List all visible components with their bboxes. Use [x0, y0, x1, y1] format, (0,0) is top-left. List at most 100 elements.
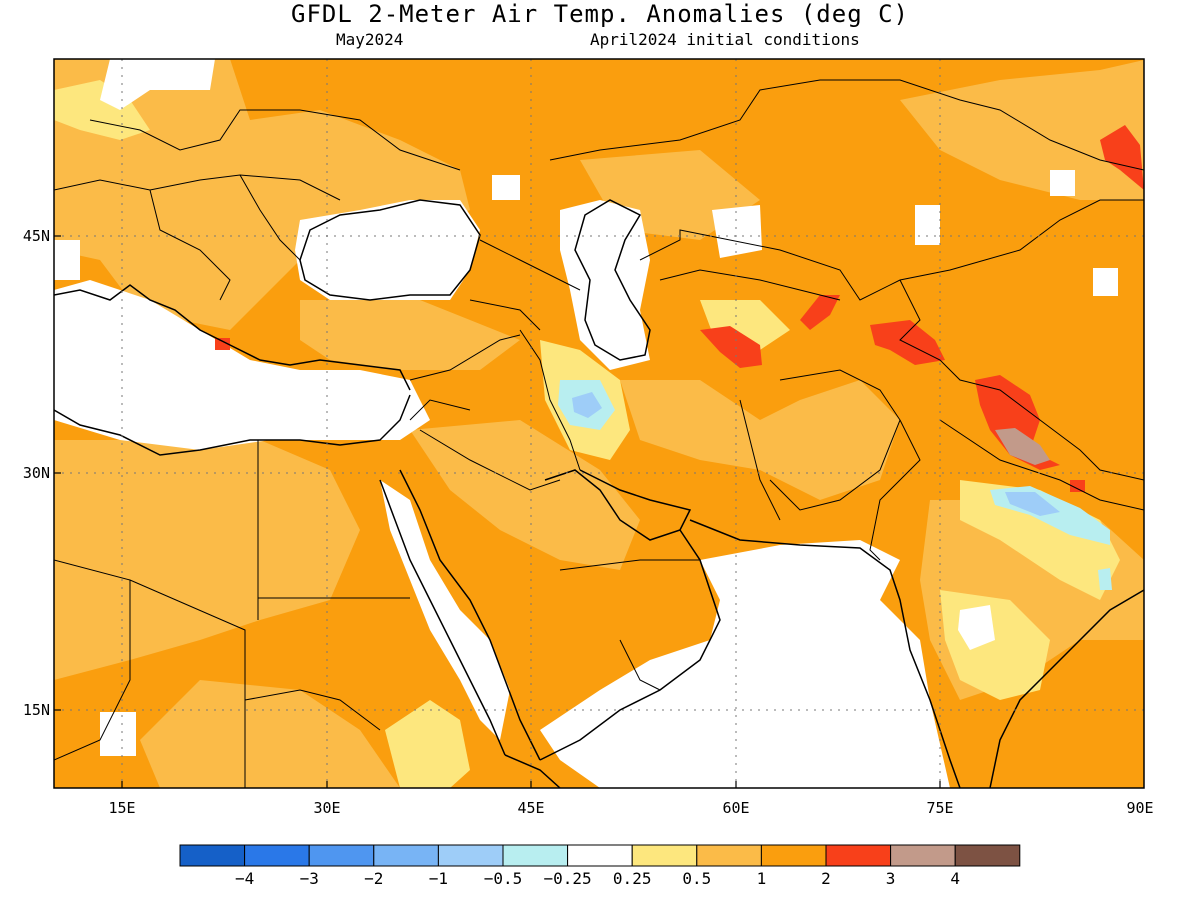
initial-conditions: April2024 initial conditions — [590, 30, 860, 49]
border-jordan — [409, 399, 471, 421]
border-iraq-iran — [519, 329, 581, 471]
field-white-redsea — [380, 480, 510, 740]
border-syria — [409, 334, 521, 381]
plot-frame — [53, 58, 1145, 789]
field-brown-himalaya — [995, 428, 1050, 465]
field-white-nw-corner — [100, 59, 215, 110]
coast-arabia-south — [539, 529, 721, 761]
lat-label-15n: 15N — [23, 701, 50, 719]
lon-label-15e: 15E — [108, 799, 135, 817]
coast-horn — [504, 754, 561, 788]
colorbar-swatch — [631, 844, 698, 867]
colorbar-label: 0.25 — [613, 869, 652, 888]
field-red-pamir — [870, 320, 945, 365]
colorbar-label: 1 — [757, 869, 767, 888]
coast-africa-north — [54, 394, 411, 456]
field-yellow-nw — [54, 80, 150, 140]
colorbar-label: −2 — [364, 869, 383, 888]
borders — [54, 79, 1144, 788]
colorbar-swatch — [244, 844, 310, 867]
axis-ticks — [54, 235, 941, 788]
lon-label-45e: 45E — [517, 799, 544, 817]
colorbar-swatch — [567, 844, 633, 867]
field-white-small5 — [54, 240, 80, 280]
border-india-nepal — [939, 419, 1144, 511]
border-caucasus — [479, 239, 581, 291]
colorbar-swatch — [373, 844, 439, 867]
coastlines — [54, 199, 1144, 788]
lon-label-75e: 75E — [926, 799, 953, 817]
field-white-aral — [712, 205, 762, 258]
field-red-small-greece — [215, 338, 230, 350]
colorbar-label: 0.5 — [682, 869, 711, 888]
border-arabia-1 — [419, 429, 561, 491]
field-white-mediterranean — [54, 280, 430, 450]
colorbar-swatch — [954, 844, 1021, 867]
lat-label-45n: 45N — [23, 227, 50, 245]
colorbar-swatch — [760, 844, 827, 867]
map-title: GFDL 2-Meter Air Temp. Anomalies (deg C) — [291, 0, 909, 28]
colorbar-label: 2 — [821, 869, 831, 888]
coast-redsea-east — [399, 469, 541, 761]
field-white-balkhash — [915, 205, 940, 245]
border-europe-2 — [89, 109, 461, 171]
border-arabia-2 — [559, 559, 700, 571]
colorbar-swatch — [696, 844, 762, 867]
border-africa-4 — [54, 580, 131, 761]
field-white-small2 — [1050, 170, 1075, 196]
graticule — [54, 59, 1144, 788]
border-turkmen — [659, 269, 841, 301]
coast-blacksea — [299, 199, 481, 301]
colorbar-label: −0.25 — [544, 869, 592, 888]
field-white-small4 — [100, 712, 136, 756]
colorbar-label: −0.5 — [484, 869, 523, 888]
field-light-orange-asia-north — [900, 60, 1144, 200]
colorbar: −4 −3 −2 −1 −0.5 −0.25 0.25 0.5 1 2 3 4 — [179, 844, 1021, 888]
border-pak-india — [869, 419, 921, 561]
colorbar-swatch — [179, 844, 246, 867]
colorbar-swatch — [502, 844, 569, 867]
border-russia-kaz — [549, 79, 1144, 171]
field-light-orange-europe — [54, 59, 470, 330]
lon-label-90e: 90E — [1126, 799, 1153, 817]
border-china-west — [899, 279, 1144, 481]
colorbar-swatch — [437, 844, 504, 867]
border-turkey-east — [469, 299, 541, 331]
coast-iran-pakistan — [689, 519, 961, 788]
field-red-tajik — [800, 295, 840, 330]
field-red-kashmir — [975, 375, 1060, 470]
field-light-orange-anatolia — [300, 300, 520, 370]
field-light-orange-arabia — [410, 420, 640, 570]
colorbar-swatch — [308, 844, 375, 867]
field-light-orange-iran — [620, 380, 900, 500]
lon-label-60e: 60E — [722, 799, 749, 817]
coast-india-east — [989, 589, 1144, 788]
field-white-blacksea — [295, 200, 480, 300]
field-white-small1 — [1093, 268, 1118, 296]
field-red-turkmen — [700, 326, 762, 368]
border-africa-3 — [54, 559, 246, 788]
anomaly-field — [54, 59, 1144, 788]
field-lightblue-iraq — [572, 392, 602, 418]
field-white-small3 — [492, 175, 520, 200]
field-red-ne — [1100, 125, 1144, 190]
field-white-arabian-sea — [540, 540, 950, 788]
colorbar-label: −3 — [300, 869, 319, 888]
lat-label-30n: 30N — [23, 464, 50, 482]
field-yellow-ethiopia — [385, 700, 470, 788]
coast-caspian — [574, 199, 651, 361]
border-kazakh — [639, 199, 1144, 301]
border-europe-4 — [239, 174, 301, 261]
field-red-small-india — [1070, 480, 1085, 492]
field-white-caspian — [560, 200, 650, 370]
coast-redsea-west — [379, 479, 506, 756]
colorbar-label: −4 — [235, 869, 254, 888]
colorbar-label: −1 — [429, 869, 448, 888]
border-europe-3 — [149, 189, 231, 301]
forecast-month: May2024 — [336, 30, 404, 49]
border-europe-1 — [54, 174, 341, 201]
colorbar-label: 3 — [886, 869, 896, 888]
coast-mediterranean-north — [54, 284, 411, 391]
colorbar-swatch — [825, 844, 892, 867]
